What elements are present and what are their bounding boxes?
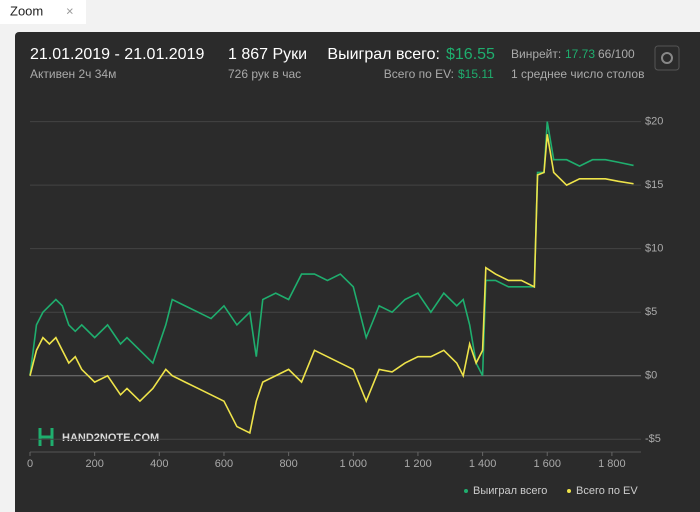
won-value: $16.55	[446, 46, 495, 63]
x-tick-label: 1 600	[533, 458, 561, 470]
tables: 1 среднее число столов	[511, 67, 644, 81]
x-tick-label: 0	[27, 458, 33, 470]
legend-label: Всего по EV	[576, 485, 638, 497]
x-tick-label: 200	[85, 458, 103, 470]
logo-text: HAND2NOTE.COM	[62, 432, 159, 444]
per-hour: 726 рук в час	[228, 67, 301, 81]
x-tick-label: 1 800	[598, 458, 626, 470]
legend-label: Выиграл всего	[473, 485, 547, 497]
y-tick-label: $10	[645, 243, 663, 255]
ev-value: $15.11	[458, 67, 494, 81]
x-tick-label: 1 200	[404, 458, 432, 470]
won-label: Выиграл всего:	[327, 46, 440, 63]
y-tick-label: -$5	[645, 433, 661, 445]
x-tick-label: 400	[150, 458, 168, 470]
ev-label: Всего по EV:	[384, 67, 454, 81]
y-tick-label: $20	[645, 116, 663, 128]
hands: 1 867 Руки	[228, 46, 307, 63]
legend-swatch	[464, 489, 468, 493]
legend-swatch	[567, 489, 571, 493]
logo: HAND2NOTE.COM	[38, 428, 159, 446]
winrate-value: 17.73	[565, 47, 595, 61]
winrate-unit: 66/100	[598, 47, 635, 61]
y-tick-label: $5	[645, 306, 657, 318]
x-tick-label: 800	[279, 458, 297, 470]
active: Активен 2ч 34м	[30, 67, 116, 81]
tab-label: Zoom	[10, 3, 43, 18]
dates: 21.01.2019 - 21.01.2019	[30, 46, 204, 63]
x-tick-label: 1 400	[469, 458, 497, 470]
y-tick-label: $15	[645, 179, 663, 191]
panel	[15, 32, 700, 512]
x-tick-label: 600	[215, 458, 233, 470]
x-tick-label: 1 000	[340, 458, 368, 470]
winrate-label: Винрейт:	[511, 47, 561, 61]
settings-button[interactable]	[654, 45, 680, 71]
series-line	[29, 134, 634, 435]
settings-icon	[661, 52, 673, 64]
logo-icon	[38, 428, 54, 446]
tab[interactable]	[0, 0, 86, 24]
tab-close[interactable]: ×	[66, 3, 74, 18]
y-tick-label: $0	[645, 370, 657, 382]
